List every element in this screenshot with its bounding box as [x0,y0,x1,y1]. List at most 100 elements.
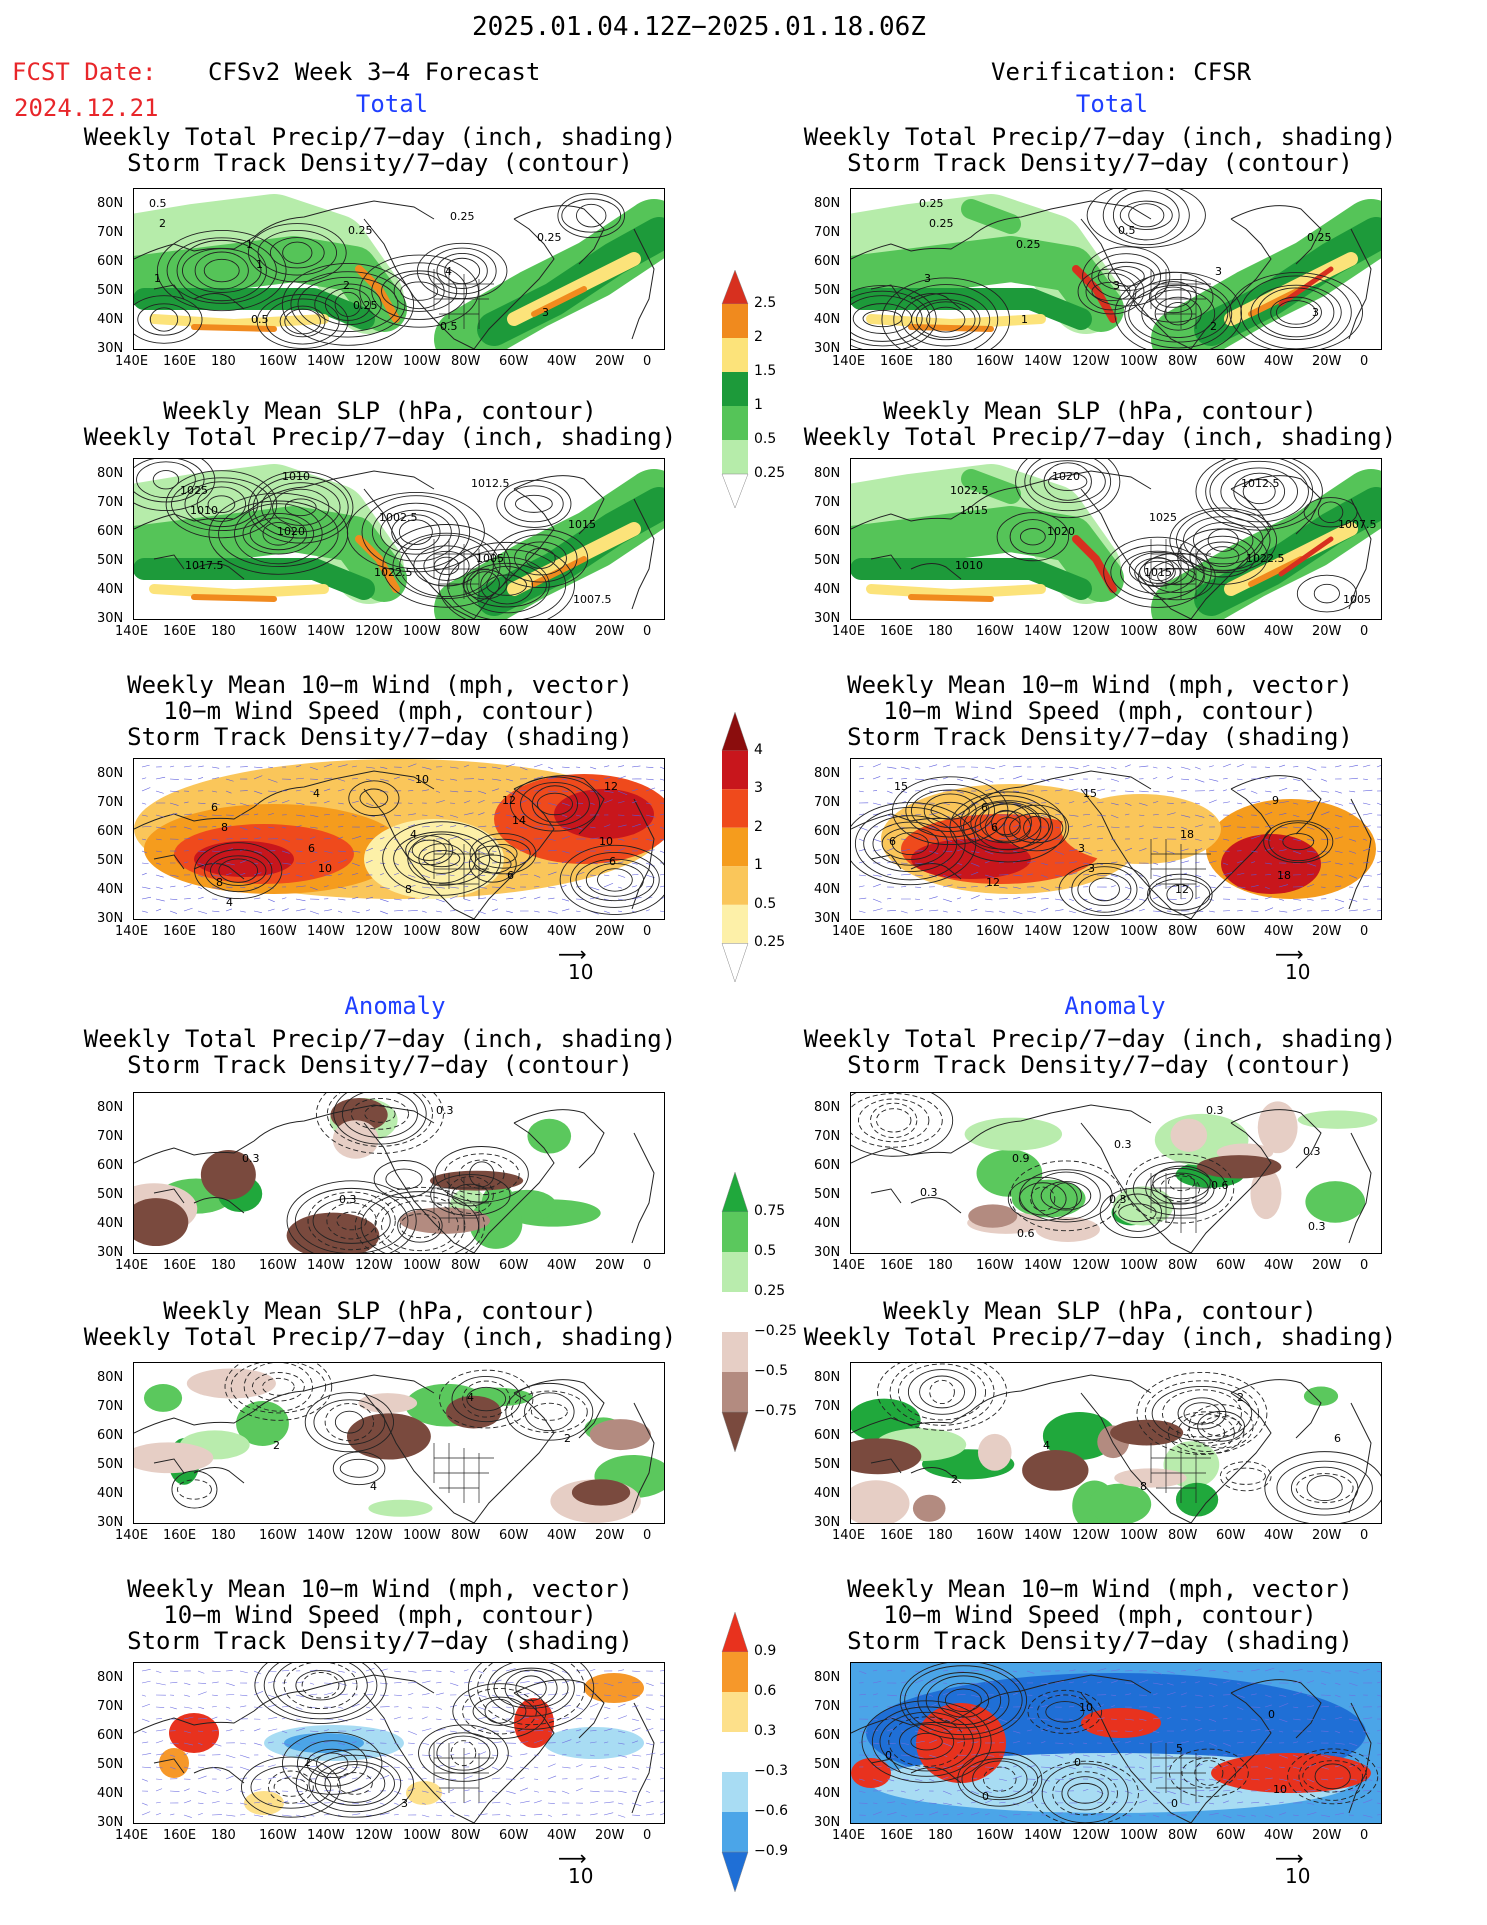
colorbar-label: 3 [754,780,763,797]
lon-label: 80W [1168,1528,1198,1543]
colorbar-cap-top [721,1611,749,1653]
lat-label: 50N [97,1757,124,1772]
lat-label: 80N [97,466,124,481]
lon-label: 60W [499,354,529,369]
colorbar-label: 0.25 [754,1283,786,1299]
anomaly-dry-shade [134,1442,214,1474]
lat-label: 80N [97,766,124,781]
contour-label: 2 [304,1756,311,1769]
storm-shade-atlantic-core [554,789,654,839]
colorbar-storm-anomaly-wrap [718,1611,752,1916]
lon-label: 80W [451,1828,481,1843]
contour-label: 10 [1273,1783,1287,1796]
colorbar-swatch [722,1252,748,1292]
lon-label: 140E [115,1828,149,1843]
lon-label: 140W [1024,354,1062,369]
lon-label: 140W [1024,1258,1062,1273]
colorbar-label: 0.5 [754,431,777,447]
anomaly-dry-shade [977,1433,1012,1471]
lon-label: 180 [928,354,953,369]
lon-label: 160W [259,1528,297,1543]
lon-label: 160E [880,1528,914,1543]
storm-anom-shade-pos [1081,1708,1161,1738]
lon-label: 20W [595,1828,625,1843]
contour-label: 14 [512,814,526,827]
anomaly-dry-shade [1257,1101,1298,1154]
panel-title: Weekly Total Precip/7−day (inch, shading… [803,1323,1397,1351]
contour-label: 0.3 [1114,1138,1132,1151]
precip-shade-mid [134,236,407,332]
coastlines [851,1104,1372,1253]
map-canvas: 0.25 0.25 3 2 0.25 3 1 0.5 3 3 0.25 [851,189,1381,349]
colorbar-cap-bottom [721,1851,749,1893]
lat-label: 70N [814,795,841,810]
anomaly-dry-shade [851,1480,910,1523]
lon-label: 20W [1312,624,1342,639]
lon-label: 180 [928,1258,953,1273]
lat-label: 80N [814,466,841,481]
colorbar-label: 2.5 [754,295,777,311]
lon-label: 140W [307,624,345,639]
colorbar-cap-top [721,711,749,751]
colorbar-cap-bottom [721,1411,749,1453]
contour-lines [996,459,1358,613]
lon-label: 100W [403,1828,441,1843]
lon-label: 60W [499,624,529,639]
contour-label: 0 [1268,1708,1275,1721]
lat-label: 40N [97,1786,124,1801]
colorbar-swatch [722,406,748,440]
colorbar-precip-total [721,269,749,509]
lat-label: 80N [814,1370,841,1385]
lon-label: 80W [1168,1828,1198,1843]
lat-label: 80N [97,196,124,211]
colorbar-label: 0.25 [754,465,786,481]
contour-lines [851,1093,1235,1239]
lat-label: 60N [97,824,124,839]
panel-title: Weekly Mean SLP (hPa, contour) [163,397,597,425]
map-panel-vf-anom-precip: 0.9 0.3 0.3 0.3 0.3 0.6 0.3 0.6 0.3 [850,1092,1382,1254]
anomaly-dry-shade [1114,1468,1187,1488]
map-panel-fc-total-wind: 6 6 8 12 10 8 4 4 6 12 8 10 10 14 6 4 [133,758,665,920]
colorbar-label: 2 [754,329,763,345]
lat-label: 40N [97,882,124,897]
lon-label: 120W [355,924,393,939]
contour-label: 4 [370,1480,377,1493]
colorbar-label: 4 [754,741,763,758]
panel-title: 10−m Wind Speed (mph, contour) [163,697,597,725]
precip-shade-mid [851,506,1124,602]
contour-label: 6 [1334,1432,1341,1445]
map-canvas: 0.3 0.3 0.3 [134,1093,655,1253]
lon-label: 80W [1168,924,1198,939]
lon-label: 40W [1264,624,1294,639]
anomaly-wet-shade [1303,1386,1339,1406]
colorbar-label: 0.6 [754,1683,777,1699]
lat-label: 80N [814,1670,841,1685]
contour-label: 1007.5 [573,593,612,606]
lon-label: 120W [355,354,393,369]
anomaly-dry-shade [912,1494,946,1522]
lon-label: 140W [307,924,345,939]
contour-label: 12 [1175,883,1189,896]
lon-label: 120W [1072,1828,1110,1843]
panel-title: Weekly Mean 10−m Wind (mph, vector) [127,671,633,699]
colorbar-cap-bottom [721,473,749,509]
contour-label: 4 [313,787,320,800]
contour-label: 1025 [180,484,208,497]
lon-label: 100W [403,1528,441,1543]
lat-label: 80N [97,1670,124,1685]
contour-label: 1 [246,238,253,251]
contour-label: 0.25 [919,197,944,210]
lon-label: 60W [1216,1828,1246,1843]
lat-label: 80N [814,1100,841,1115]
lon-label: 140W [1024,1528,1062,1543]
anomaly-wet-shade [1175,1482,1219,1517]
anomaly-wet-shade [368,1499,433,1517]
contour-label: 4 [410,828,417,841]
lon-label: 80W [451,624,481,639]
panel-title: Storm Track Density/7−day (contour) [127,149,633,177]
contour-label: 2 [1237,1391,1244,1404]
contour-label: 1015 [1144,566,1172,579]
colorbar-precip-anomaly [721,1171,749,1453]
lon-label: 0 [643,624,652,639]
